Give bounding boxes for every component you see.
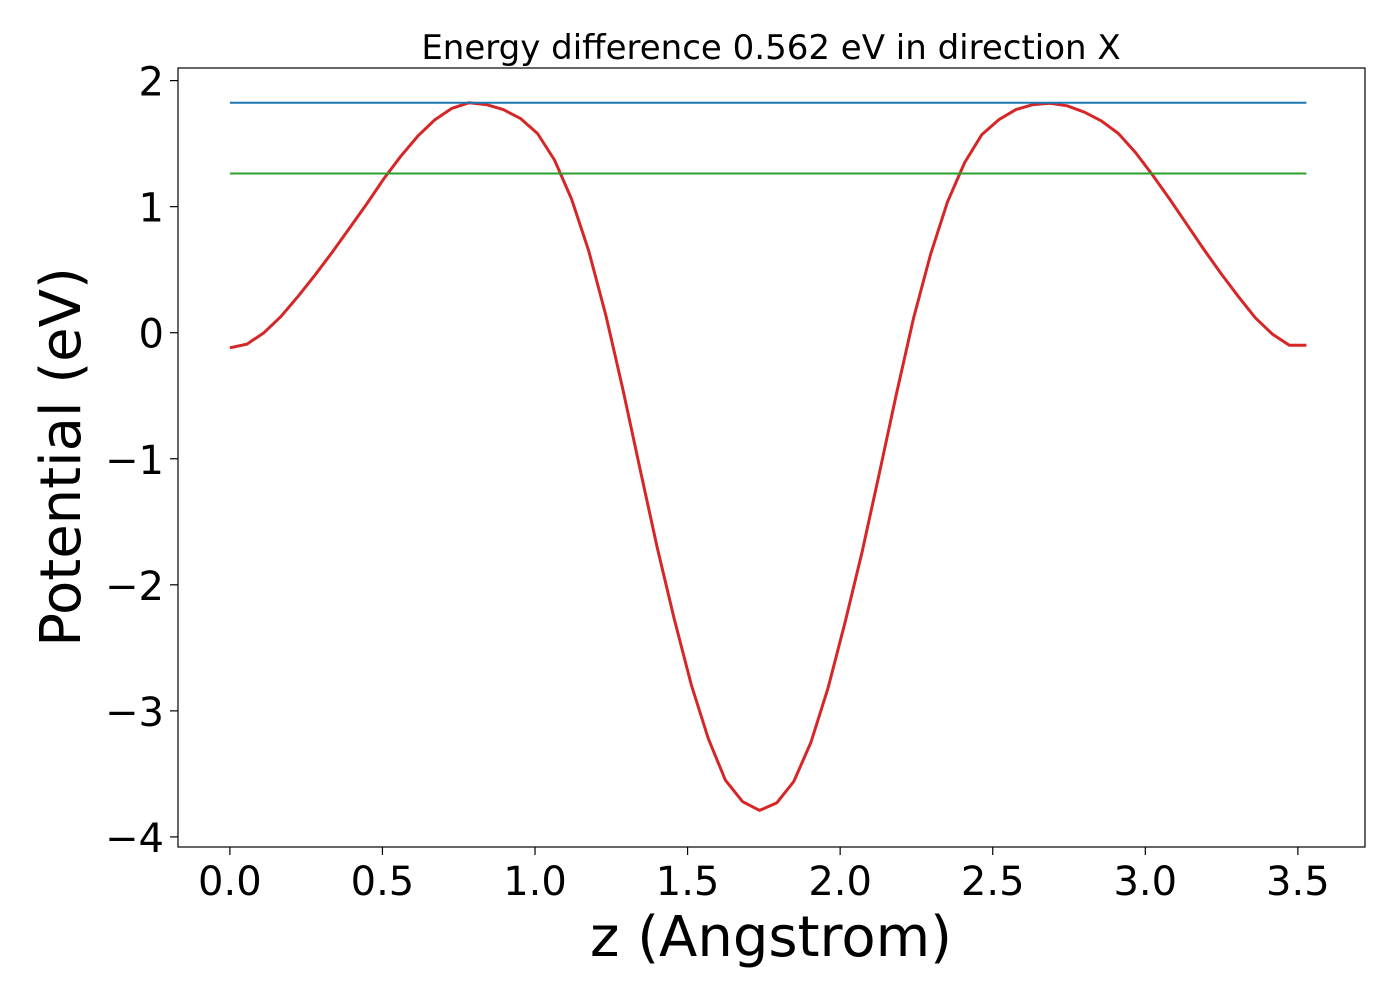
y-axis-ticks: −4 −3 −2 −1 0 1 2 <box>105 60 178 862</box>
y-tick-label: −4 <box>105 816 164 862</box>
x-tick-label: 3.0 <box>1113 859 1177 905</box>
y-tick-label: −1 <box>105 438 164 484</box>
y-tick-label: 0 <box>139 312 164 358</box>
chart-title: Energy difference 0.562 eV in direction … <box>421 28 1120 68</box>
y-tick-label: −2 <box>105 564 164 610</box>
y-tick-label: 1 <box>139 186 164 232</box>
x-tick-label: 0.0 <box>198 859 262 905</box>
y-axis-label: Potential (eV) <box>29 267 94 647</box>
plot-frame <box>177 67 1366 848</box>
x-tick-label: 2.5 <box>961 859 1025 905</box>
y-tick-label: −3 <box>105 690 164 736</box>
potential-series-line <box>229 101 1307 812</box>
x-axis-label: z (Angstrom) <box>590 905 952 970</box>
x-tick-label: 1.5 <box>656 859 720 905</box>
y-tick-label: 2 <box>139 60 164 106</box>
x-axis-ticks: 0.0 0.5 1.0 1.5 2.0 2.5 3.0 3.5 <box>198 847 1330 905</box>
x-tick-label: 0.5 <box>351 859 415 905</box>
x-tick-label: 3.5 <box>1266 859 1330 905</box>
x-tick-label: 2.0 <box>808 859 872 905</box>
series-layer <box>229 101 1307 812</box>
x-tick-label: 1.0 <box>503 859 567 905</box>
